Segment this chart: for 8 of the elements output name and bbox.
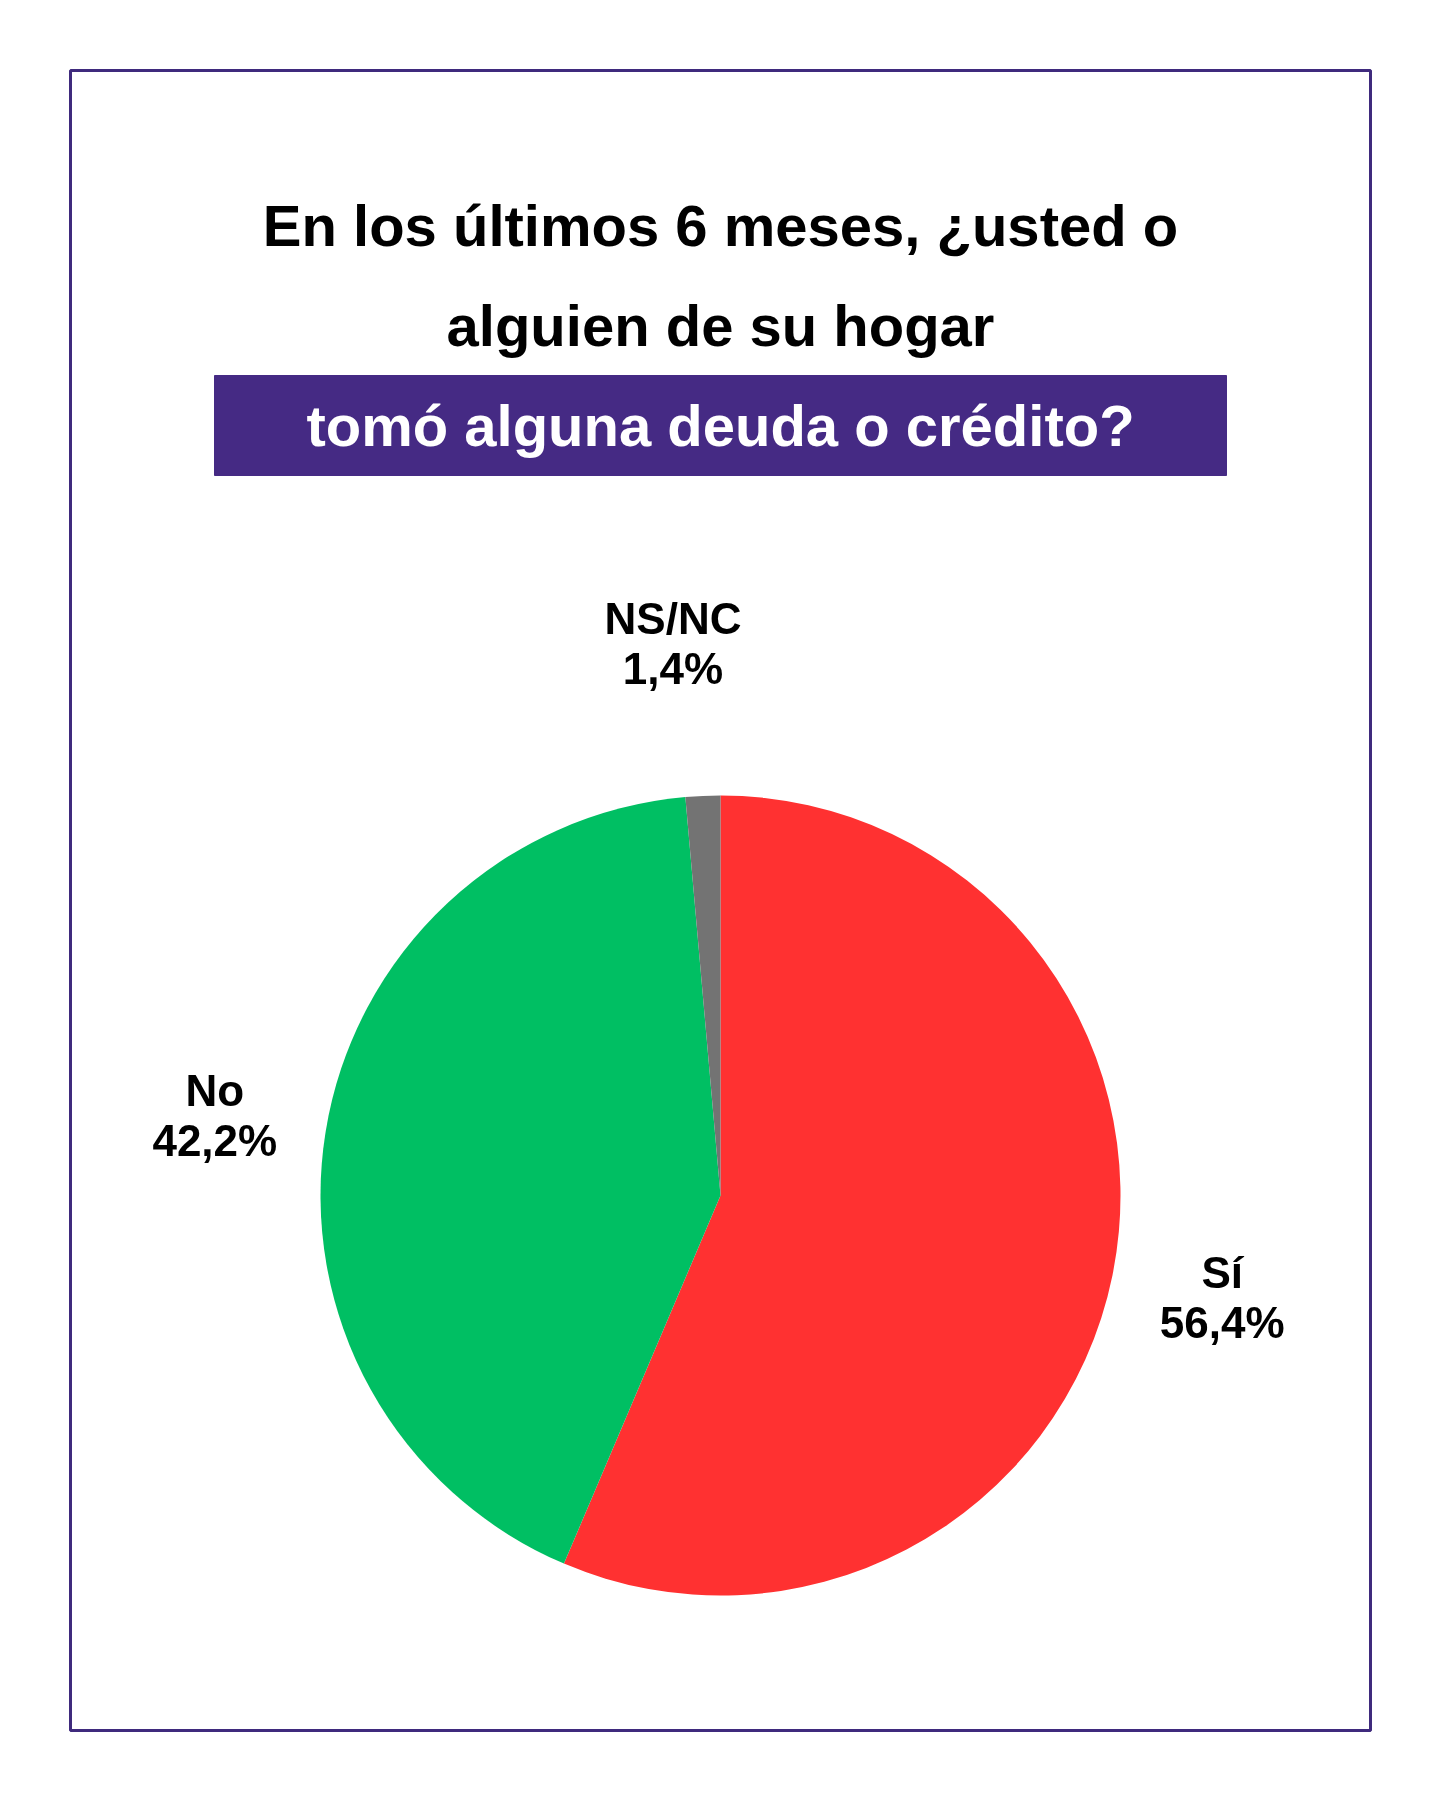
slice-label: No: [185, 1065, 245, 1115]
slice-label: Sí: [1201, 1248, 1245, 1298]
chart-subtitle: tomó alguna deuda o crédito?: [306, 393, 1135, 458]
data-label: 1,4%: [622, 644, 724, 694]
slice-label: NS/NC: [604, 594, 742, 644]
data-label: 42,2%: [152, 1115, 278, 1165]
data-label: 56,4%: [1159, 1298, 1285, 1348]
chart-title: En los últimos 6 meses, ¿usted o alguien de su hogar: [262, 193, 1179, 358]
